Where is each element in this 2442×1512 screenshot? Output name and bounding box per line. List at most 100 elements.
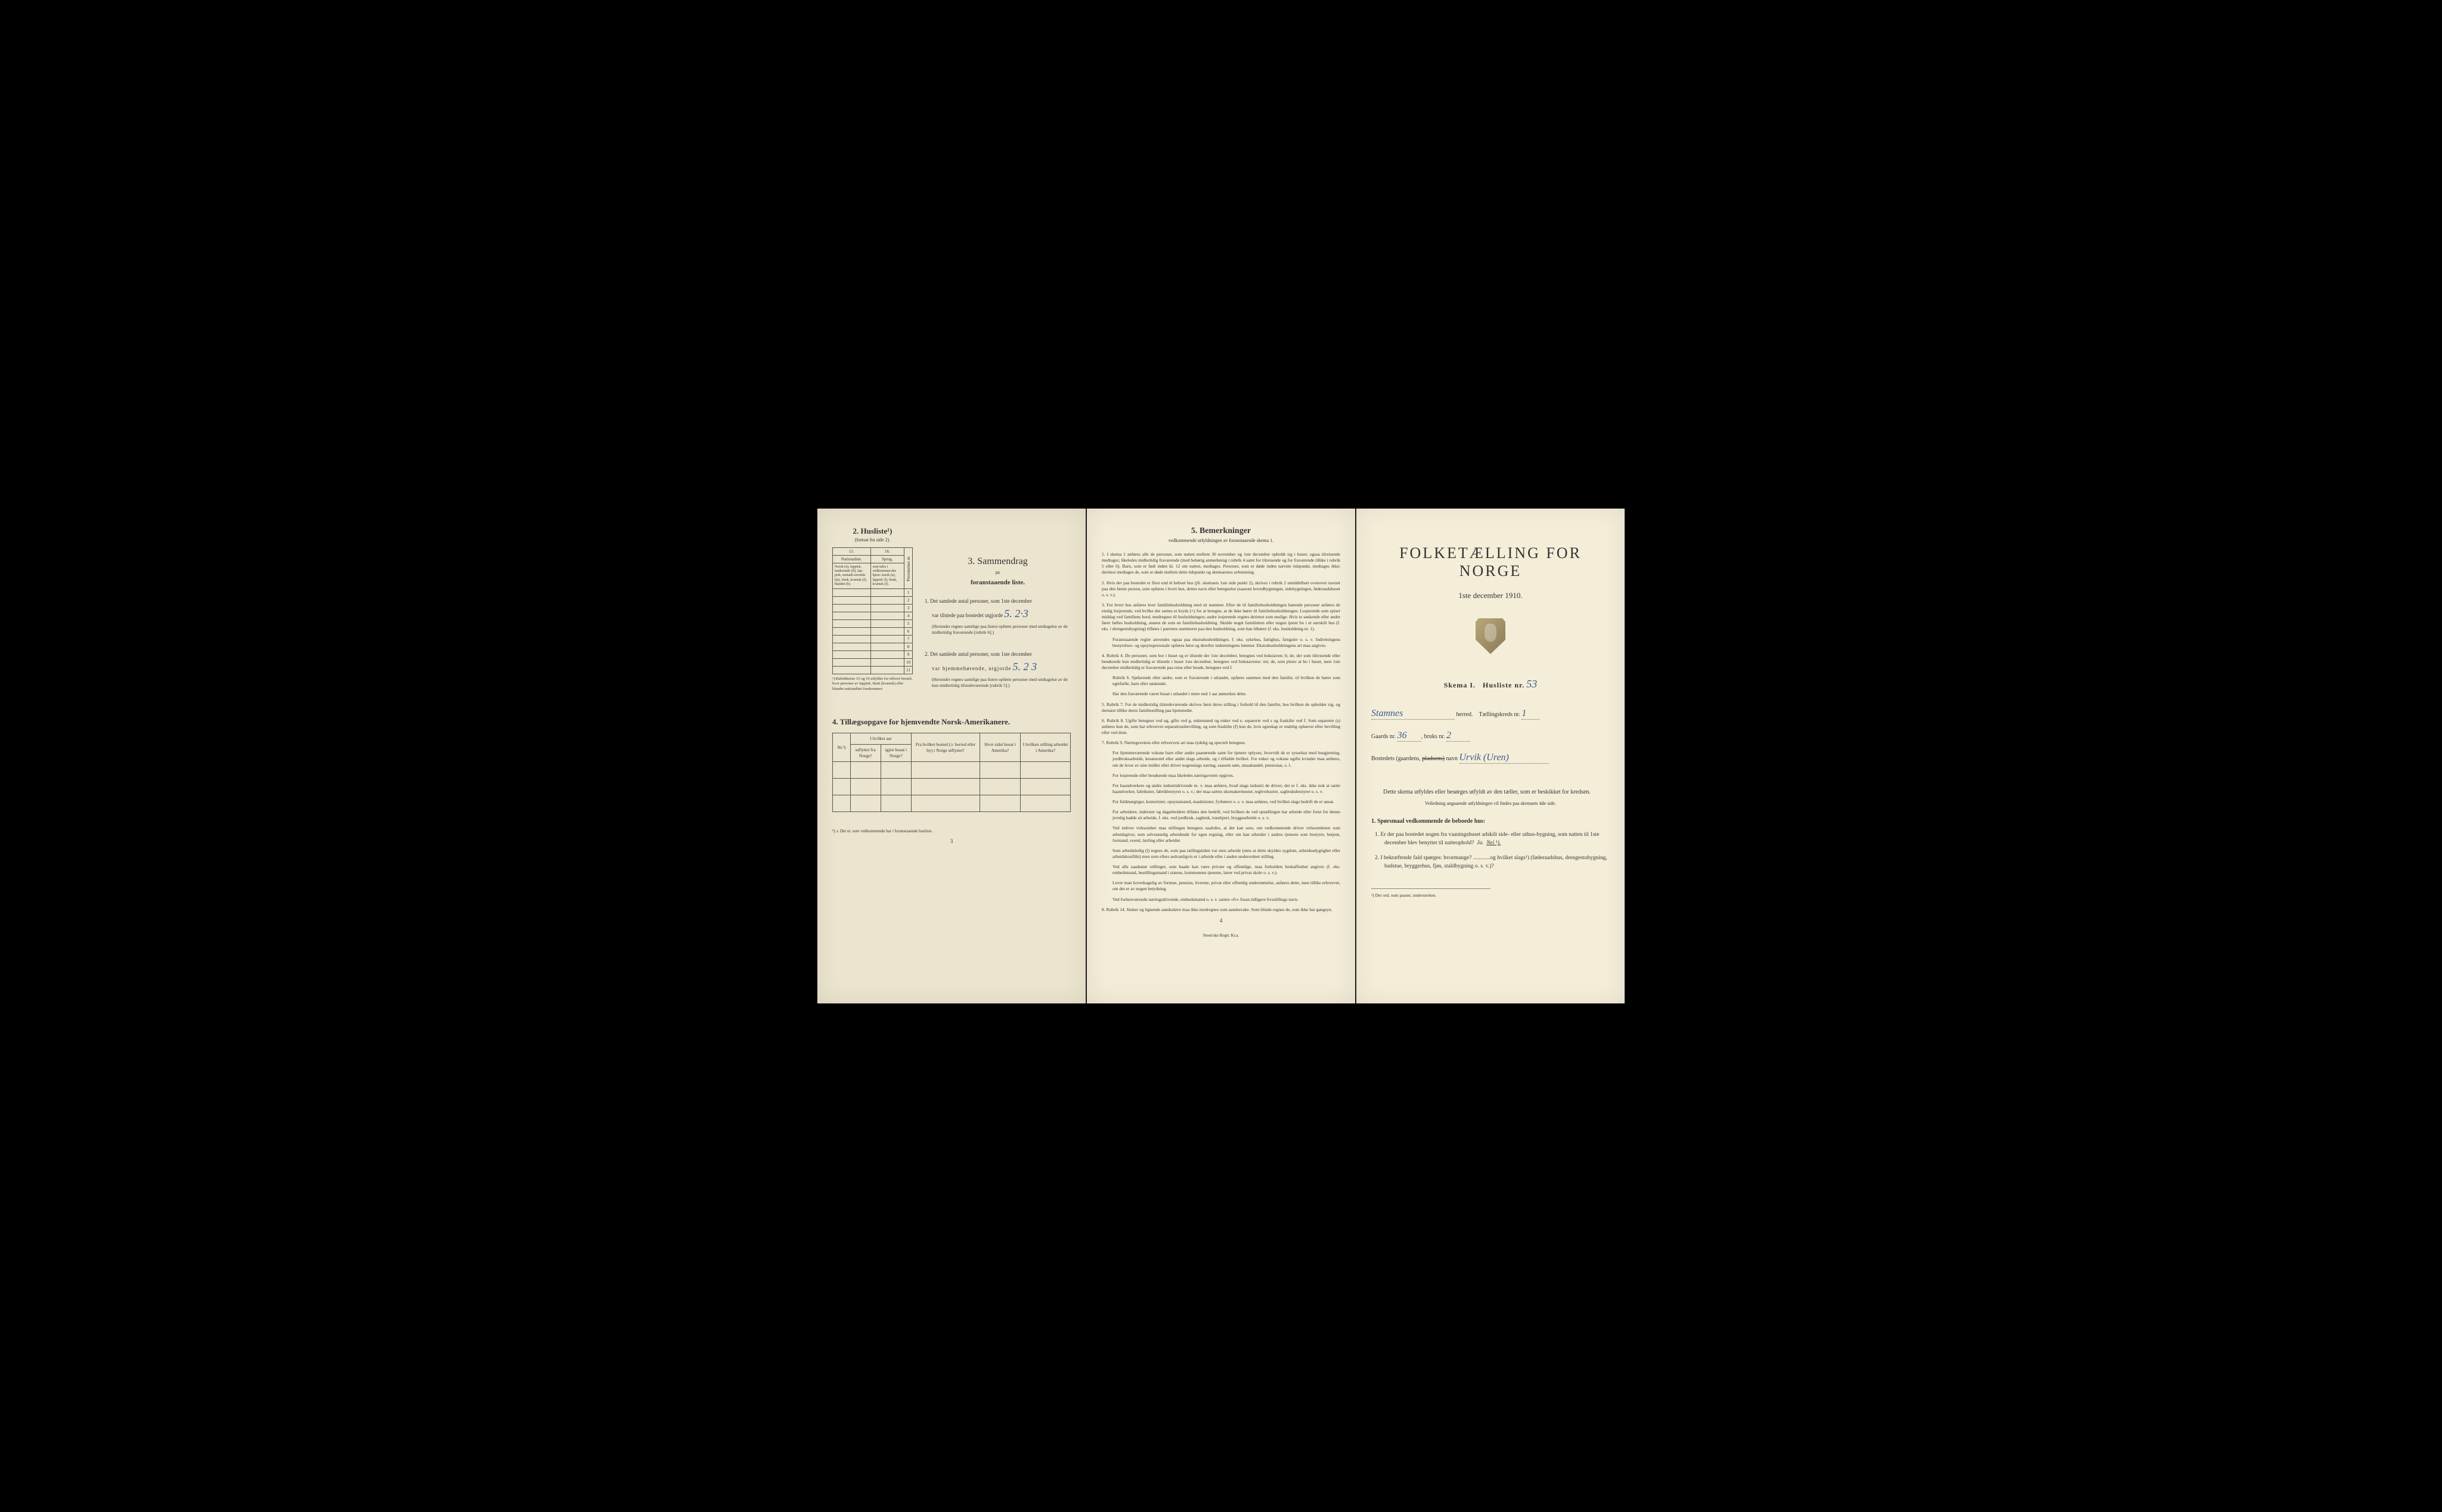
q1-ja: Ja. — [1477, 840, 1483, 846]
note-3b: Foranstaaende regler anvendes ogsaa paa … — [1112, 637, 1340, 649]
herred-label: herred. — [1456, 711, 1473, 718]
bruk-label: bruks nr. — [1424, 733, 1445, 740]
col-15-num: 15. — [833, 548, 871, 556]
printer-line: Steen'ske Bogtr. Kr.a. — [1102, 933, 1340, 938]
col-nr: Nr.²) — [833, 733, 851, 761]
panel-left: 2. Husliste¹) (fortsat fra side 2). 15. … — [817, 509, 1086, 1003]
col-stilling: I hvilken stilling arbeidet i Amerika? — [1021, 733, 1071, 761]
husliste-label: Husliste nr. — [1483, 681, 1524, 689]
col-16-num: 16. — [870, 548, 904, 556]
page-num-3: 3 — [832, 838, 1071, 844]
instruction: Dette skema utfyldes eller besørges utfy… — [1371, 788, 1610, 797]
note-7d: For haandverkere og andre industridriven… — [1112, 783, 1340, 795]
note-3: 3. For hvert hus anføres hver familiehus… — [1102, 602, 1340, 633]
bemerk-title: 5. Bemerkninger — [1102, 526, 1340, 536]
bosted-label: Bostedets (gaardens, — [1371, 755, 1421, 762]
section4-footnote: ²) ɔ: Det nr. som vedkommende har i fora… — [832, 829, 1071, 834]
desc-15: Norsk (n), lappisk, fastboende (lf), lap… — [833, 563, 871, 589]
col-igjen: igjen bosat i Norge? — [881, 745, 911, 762]
note-7h: Som arbeidsledig (l) regnes de, som paa … — [1112, 848, 1340, 860]
page-num-4: 4 — [1102, 918, 1340, 924]
panel-right: FOLKETÆLLING FOR NORGE 1ste december 191… — [1356, 509, 1625, 1003]
summary-item-2: 2. Det samlede antal personer, som 1ste … — [925, 650, 1071, 689]
main-title: FOLKETÆLLING FOR NORGE — [1371, 544, 1610, 580]
summary-1b-line: var tilstede paa bostedet utgjorde 5. 2·… — [932, 605, 1071, 622]
bruk-hw: 2 — [1446, 730, 1451, 741]
questions-section: 1. Spørsmaal vedkommende de beboede hus:… — [1371, 818, 1610, 870]
head-nationalitet: Nationalitet. — [833, 556, 871, 563]
trifold-document: 2. Husliste¹) (fortsat fra side 2). 15. … — [817, 509, 1625, 1003]
summary-1-note: (Herunder regnes samtlige paa listen opf… — [932, 624, 1071, 636]
sammendrag-title: 3. Sammendrag — [925, 556, 1071, 567]
bosted-struck: pladsens) — [1422, 755, 1445, 762]
note-7g: Ved enhver virksomhet maa stillingen bet… — [1112, 825, 1340, 843]
section-3-sammendrag: 3. Sammendrag av foranstaaende liste. 1.… — [925, 526, 1071, 702]
bosted-label2: navn — [1446, 755, 1458, 762]
note-7k: Ved forhenværende næringsdrivende, embed… — [1112, 897, 1340, 903]
summary-2-note: (Herunder regnes samtlige paa listen opf… — [932, 677, 1071, 689]
instruction-sub: Veiledning angaaende utfyldningen vil fi… — [1371, 800, 1610, 807]
section-2-husliste: 2. Husliste¹) (fortsat fra side 2). 15. … — [832, 526, 913, 692]
date-line: 1ste december 1910. — [1371, 591, 1610, 600]
note-1: 1. I skema 1 anføres alle de personer, s… — [1102, 551, 1340, 576]
summary-item-1: 1. Det samlede antal personer, som 1ste … — [925, 597, 1071, 636]
panel3-footnote: ¹) Det ord, som passer, understrekes. — [1371, 888, 1490, 898]
kreds-label: Tællingskreds nr. — [1479, 711, 1520, 718]
bosted-line: Bostedets (gaardens, pladsens) navn Urvi… — [1371, 752, 1610, 764]
panel-middle: 5. Bemerkninger vedkommende utfyldningen… — [1087, 509, 1355, 1003]
col-utflyttet: utflyttet fra Norge? — [851, 745, 881, 762]
herred-line: Stamnes herred. Tællingskreds nr. 1 — [1371, 708, 1610, 720]
note-7i: Ved alle saadanne stillinger, som baade … — [1112, 864, 1340, 876]
note-7c: For losjerende eller besøkende maa likel… — [1112, 773, 1340, 779]
summary-1b: var tilstede paa bostedet utgjorde — [932, 612, 1003, 618]
summary-2-hw: 5. 2 3 — [1012, 661, 1037, 673]
sammendrag-sub2: foranstaaende liste. — [925, 579, 1071, 586]
husliste-title: 2. Husliste¹) — [832, 526, 913, 536]
note-7b: For hjemmeværende voksne barn eller andr… — [1112, 750, 1340, 768]
col-bosted: Fra hvilket bosted (ɔ: herred eller by) … — [912, 733, 980, 761]
summary-1-hw: 5. 2·3 — [1004, 608, 1028, 619]
note-7: 7. Rubrik 9. Næringsveiens eller erhverv… — [1102, 740, 1340, 746]
bosted-hw: Urvik (Uren) — [1459, 752, 1509, 763]
note-7f: For arbeidere, inderster og dagarbeidere… — [1112, 809, 1340, 821]
summary-2b: var hjemmehørende, utgjorde — [932, 665, 1011, 671]
note-7e: For fuldmægtiger, kontorister, opsynsmæn… — [1112, 799, 1340, 805]
note-6: 6. Rubrik 8. Ugifte betegnes ved ug, gif… — [1102, 718, 1340, 736]
husliste-nr-hw: 53 — [1526, 678, 1537, 690]
sammendrag-sub1: av — [925, 569, 1071, 575]
note-2: 2. Hvis der paa bostedet er flere end ét… — [1102, 580, 1340, 598]
coat-of-arms-icon — [1476, 618, 1505, 654]
question-2: 2. I bekræftende fald spørges: hvormange… — [1371, 854, 1610, 871]
summary-2a: 2. Det samlede antal personer, som 1ste … — [925, 650, 1071, 658]
gaard-hw: 36 — [1397, 730, 1407, 741]
instruction-text: Dette skema utfyldes eller besørges utfy… — [1371, 788, 1610, 807]
skema-line: Skema I. Husliste nr. 53 — [1371, 678, 1610, 690]
side-label: Personernes nr. — [904, 548, 913, 589]
note-7j: Lever man hovedsagelig av formue, pensio… — [1112, 880, 1340, 892]
emigrant-table: Nr.²) I hvilket aar Fra hvilket bosted (… — [832, 733, 1071, 811]
notes-list: 1. I skema 1 anføres alle de personer, s… — [1102, 551, 1340, 913]
gaard-line: Gaards nr. 36, bruks nr. 2 — [1371, 730, 1610, 742]
q-section-title: 1. Spørsmaal vedkommende de beboede hus: — [1371, 818, 1610, 825]
husliste-subtitle: (fortsat fra side 2). — [832, 537, 913, 543]
note-4c: Har den fraværende været bosat i utlande… — [1112, 691, 1340, 697]
note-4: 4. Rubrik 4. De personer, som bor i huse… — [1102, 653, 1340, 671]
skema-label: Skema I. — [1444, 681, 1476, 689]
question-1: 1. Er der paa bostedet nogen fra vaaning… — [1371, 831, 1610, 848]
col-amerika: Hvor sidst bosat i Amerika? — [980, 733, 1020, 761]
summary-1a: 1. Det samlede antal personer, som 1ste … — [925, 597, 1071, 605]
note-8: 8. Rubrik 14. Sinker og lignende aandssl… — [1102, 907, 1340, 913]
nationality-table: 15. 16. Personernes nr. Nationalitet. Sp… — [832, 547, 913, 674]
section2-footnote: ¹) Rubrikkerne 15 og 16 utfyldes for eth… — [832, 677, 913, 692]
gaard-label: Gaards nr. — [1371, 733, 1396, 740]
top-section: 2. Husliste¹) (fortsat fra side 2). 15. … — [832, 526, 1071, 702]
herred-hw: Stamnes — [1371, 708, 1403, 719]
note-5: 5. Rubrik 7. For de midlertidig tilstede… — [1102, 702, 1340, 714]
desc-16: som tales i vedkommen-des hjem: norsk (n… — [870, 563, 904, 589]
bemerk-subtitle: vedkommende utfyldningen av foranstaaend… — [1102, 538, 1340, 543]
head-sprog: Sprog. — [870, 556, 904, 563]
kreds-hw: 1 — [1521, 708, 1526, 719]
note-4b: Rubrik 6. Sjøfarende eller andre, som er… — [1112, 675, 1340, 687]
summary-2b-line: var hjemmehørende, utgjorde 5. 2 3 — [932, 658, 1071, 676]
col-aar: I hvilket aar — [851, 733, 912, 745]
